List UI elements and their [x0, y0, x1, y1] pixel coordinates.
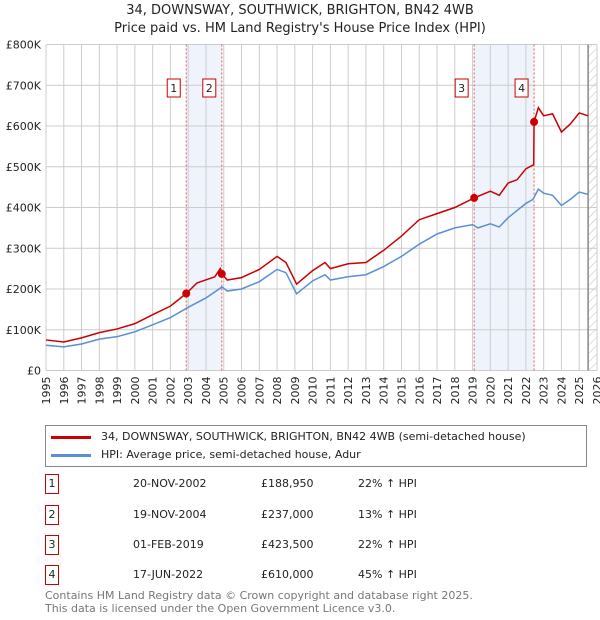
legend-swatch-blue	[51, 453, 91, 457]
x-tick-label: 2014	[378, 377, 391, 405]
sale-point	[470, 193, 479, 202]
price: £423,500	[261, 538, 314, 551]
x-tick-label: 2009	[289, 377, 302, 405]
x-tick-label: 2018	[449, 377, 462, 405]
x-tick-label: 2023	[538, 377, 551, 405]
x-tick-label: 2000	[129, 377, 142, 405]
y-tick-label: £800K	[6, 39, 42, 52]
marker-badge: 2	[45, 505, 59, 525]
marker-badge: 1	[45, 474, 59, 494]
price: £610,000	[261, 568, 314, 581]
y-tick-label: £0	[27, 365, 41, 378]
hpi-diff: 13% ↑ HPI	[358, 508, 417, 521]
sale-label-box	[166, 78, 181, 98]
legend: 34, DOWNSWAY, SOUTHWICK, BRIGHTON, BN42 …	[45, 425, 587, 467]
legend-item-property: 34, DOWNSWAY, SOUTHWICK, BRIGHTON, BN42 …	[51, 430, 526, 444]
x-tick-label: 2017	[431, 377, 444, 405]
x-tick-label: 2008	[271, 377, 284, 405]
x-tick-label: 1997	[76, 377, 89, 405]
y-tick-label: £300K	[6, 242, 42, 255]
sale-label: 1	[170, 82, 177, 95]
hpi-diff: 22% ↑ HPI	[358, 477, 417, 490]
hpi-diff: 45% ↑ HPI	[358, 568, 417, 581]
legend-label: HPI: Average price, semi-detached house,…	[101, 448, 361, 461]
marker-badge: 4	[45, 565, 59, 585]
y-tick-label: £600K	[6, 120, 42, 133]
x-tick-label: 2021	[502, 377, 515, 405]
y-tick-label: £500K	[6, 161, 42, 174]
legend-item-hpi: HPI: Average price, semi-detached house,…	[51, 448, 361, 462]
x-tick-label: 2010	[307, 377, 320, 405]
x-tick-label: 2013	[360, 377, 373, 405]
x-tick-label: 1995	[40, 377, 53, 405]
y-tick-label: £400K	[6, 202, 42, 215]
sale-label: 2	[206, 82, 213, 95]
x-tick-label: 2005	[218, 377, 231, 405]
x-tick-label: 2024	[555, 377, 568, 405]
transaction-row: 4 17-JUN-2022 £610,000 45% ↑ HPI	[45, 565, 445, 585]
date: 20-NOV-2002	[133, 477, 207, 490]
x-tick-label: 1996	[58, 377, 71, 405]
marker-badge: 3	[45, 535, 59, 555]
y-tick-label: £200K	[6, 283, 42, 296]
legend-label: 34, DOWNSWAY, SOUTHWICK, BRIGHTON, BN42 …	[101, 430, 526, 443]
date: 01-FEB-2019	[133, 538, 204, 551]
footer: Contains HM Land Registry data © Crown c…	[45, 589, 473, 615]
date: 19-NOV-2004	[133, 508, 207, 521]
sale-point	[217, 269, 226, 278]
x-tick-label: 2003	[182, 377, 195, 405]
x-tick-label: 2015	[395, 377, 408, 405]
x-tick-label: 2007	[253, 377, 266, 405]
x-tick-label: 2004	[200, 377, 213, 405]
price: £188,950	[261, 477, 314, 490]
hpi-diff: 22% ↑ HPI	[358, 538, 417, 551]
sale-point	[530, 117, 539, 126]
x-tick-label: 2011	[324, 377, 337, 405]
licence-text: This data is licensed under the Open Gov…	[45, 602, 396, 615]
x-tick-label: 2022	[520, 377, 533, 405]
series-line	[45, 105, 589, 343]
sale-label-box	[514, 78, 529, 98]
price-chart: 1995 1996 1997 1998 1999 2000 2001 2002 2003 2004…	[6, 39, 600, 405]
x-tick-label: 1999	[111, 377, 124, 405]
x-tick-label: 2001	[147, 377, 160, 405]
sale-point	[182, 289, 191, 298]
sale-label: 4	[518, 82, 525, 95]
x-tick-label: 2025	[573, 377, 586, 405]
x-tick-label: 1998	[93, 377, 106, 405]
date: 17-JUN-2022	[133, 568, 204, 581]
sale-label-box	[202, 78, 217, 98]
transaction-row: 2 19-NOV-2004 £237,000 13% ↑ HPI	[45, 505, 445, 525]
chart-title: 34, DOWNSWAY, SOUTHWICK, BRIGHTON, BN42 …	[126, 3, 474, 18]
copyright-text: Contains HM Land Registry data © Crown c…	[45, 589, 473, 602]
transaction-row: 1 20-NOV-2002 £188,950 22% ↑ HPI	[45, 474, 445, 494]
x-tick-label: 2016	[413, 377, 426, 405]
sale-label: 3	[458, 82, 465, 95]
y-tick-label: £700K	[6, 79, 42, 92]
sale-label-box	[454, 78, 469, 98]
x-tick-label: 2019	[467, 377, 480, 405]
x-tick-label: 2020	[484, 377, 497, 405]
series-line	[45, 188, 589, 348]
x-tick-label: 2026	[591, 377, 600, 405]
chart-subtitle: Price paid vs. HM Land Registry's House …	[114, 21, 486, 36]
x-tick-label: 2002	[164, 377, 177, 405]
legend-swatch-red	[51, 435, 91, 439]
x-tick-label: 2012	[342, 377, 355, 405]
price: £237,000	[261, 508, 314, 521]
x-tick-label: 2006	[236, 377, 249, 405]
transaction-row: 3 01-FEB-2019 £423,500 22% ↑ HPI	[45, 535, 445, 555]
y-tick-label: £100K	[6, 324, 42, 337]
